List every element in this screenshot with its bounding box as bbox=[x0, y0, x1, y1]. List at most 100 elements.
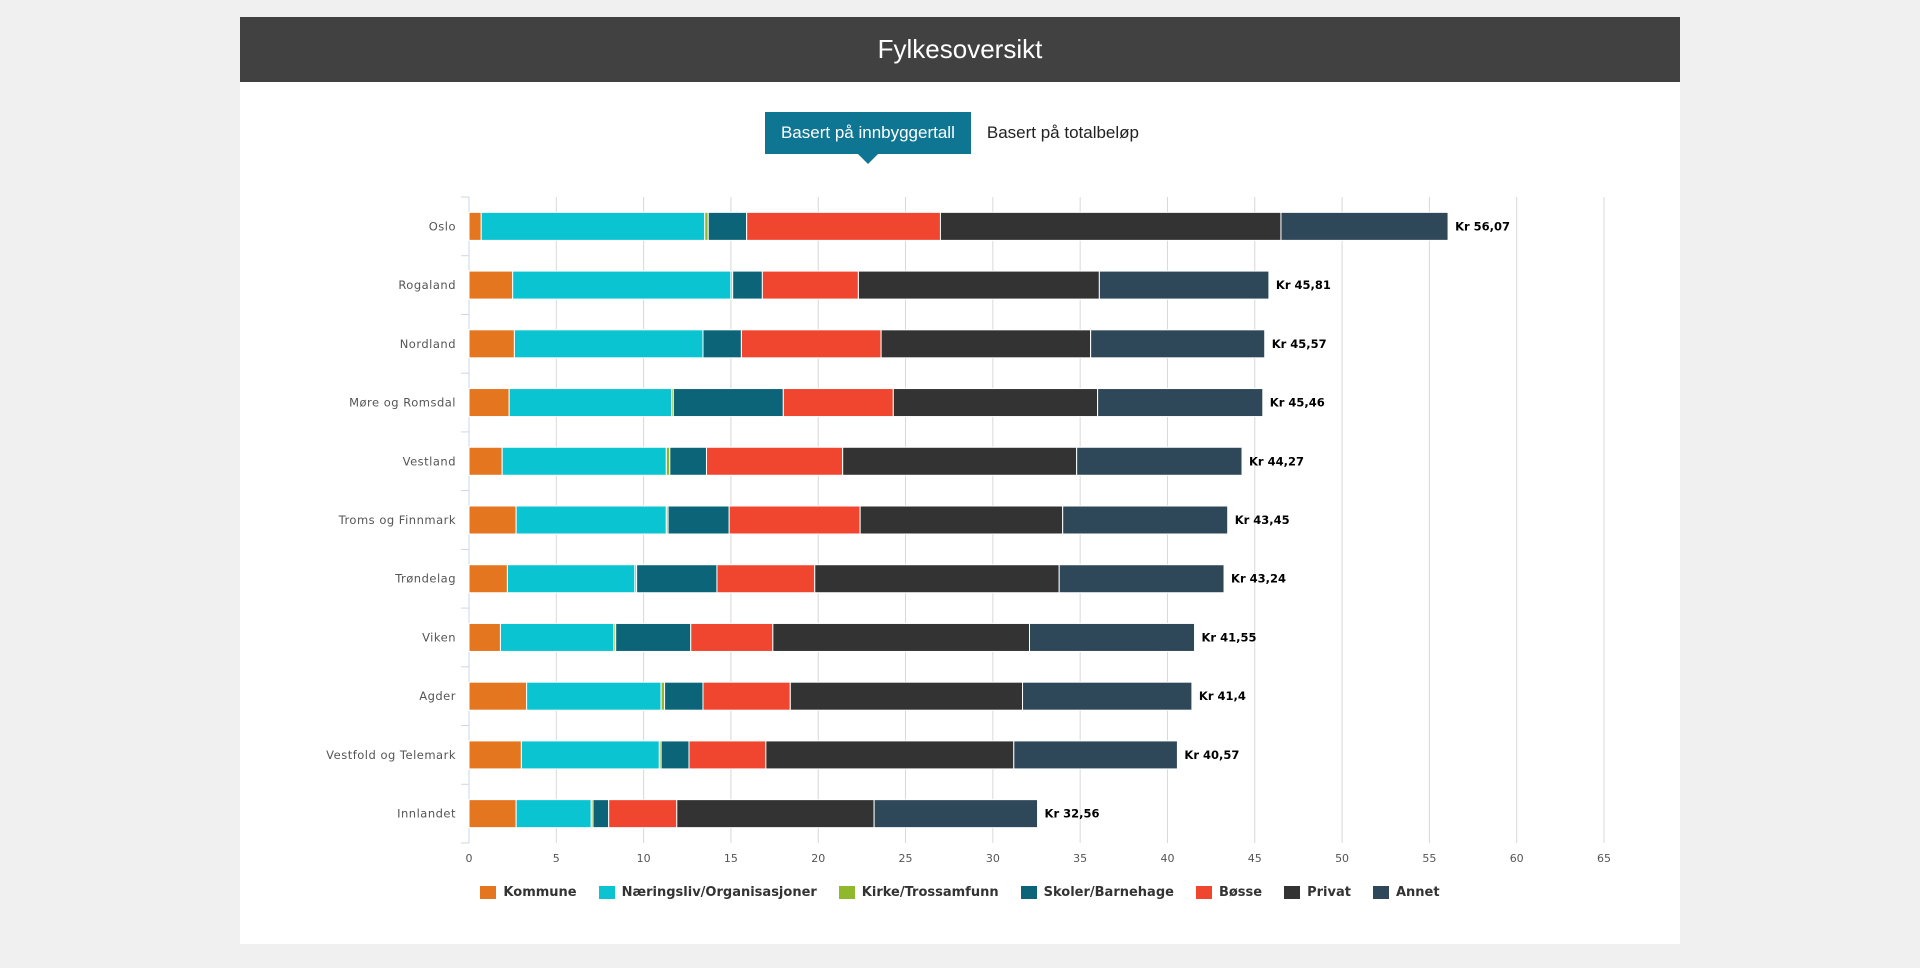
category-label: Rogaland bbox=[398, 278, 456, 292]
bar-segment bbox=[1280, 211, 1449, 241]
legend-item[interactable]: Kirke/Trossamfunn bbox=[838, 885, 999, 900]
bar-segment bbox=[880, 329, 1092, 359]
chart-legend: Kommune Næringsliv/Organisasjoner Kirke/Tr… bbox=[240, 885, 1680, 900]
legend-label: Annet bbox=[1395, 885, 1440, 900]
bar-segment bbox=[1062, 505, 1229, 535]
legend-swatch bbox=[480, 886, 497, 899]
total-data-label: Kr 44,27 bbox=[1249, 454, 1304, 468]
bar-segment bbox=[740, 329, 882, 359]
legend-label: Privat bbox=[1307, 885, 1351, 900]
bar-segment bbox=[857, 270, 1100, 300]
tab-total-amount[interactable]: Basert på totalbeløp bbox=[970, 112, 1156, 154]
bar-segment bbox=[592, 799, 610, 829]
bar-segment bbox=[859, 505, 1064, 535]
legend-item[interactable]: Kommune bbox=[480, 885, 577, 900]
bar-segment bbox=[468, 564, 508, 594]
x-tick-label: 45 bbox=[1248, 852, 1262, 865]
bar-segment bbox=[512, 270, 732, 300]
total-data-label: Kr 40,57 bbox=[1184, 748, 1239, 762]
bar-segment bbox=[704, 211, 709, 241]
stacked-bar-chart: 0 5 10 15 20 25 30 35 40 45 50 55 60 65 Oslo Kr 56,07 Ro… bbox=[326, 196, 1611, 865]
bar-segment bbox=[660, 681, 666, 711]
x-tick-label: 50 bbox=[1335, 852, 1349, 865]
x-tick-label: 5 bbox=[553, 852, 560, 865]
bar-segment bbox=[513, 329, 704, 359]
category-label: Nordland bbox=[400, 337, 456, 351]
total-data-label: Kr 41,55 bbox=[1202, 630, 1257, 644]
category-label: Troms og Finnmark bbox=[338, 513, 456, 527]
category-label: Oslo bbox=[429, 219, 456, 233]
category-label: Innlandet bbox=[397, 807, 456, 821]
bar-segment bbox=[499, 622, 615, 652]
legend-label: Næringsliv/Organisasjoner bbox=[621, 885, 817, 900]
bar-segment bbox=[468, 211, 482, 241]
x-tick-label: 20 bbox=[811, 852, 825, 865]
category-label: Møre og Romsdal bbox=[349, 396, 456, 410]
x-tick-label: 0 bbox=[466, 852, 473, 865]
bar-segment bbox=[1090, 329, 1266, 359]
x-tick-label: 55 bbox=[1422, 852, 1436, 865]
bar-segment bbox=[939, 211, 1282, 241]
bar-segment bbox=[669, 446, 707, 476]
bar-segment bbox=[765, 740, 1015, 770]
legend-item[interactable]: Bøsse bbox=[1195, 885, 1263, 900]
bar-segment bbox=[728, 505, 861, 535]
total-data-label: Kr 45,46 bbox=[1270, 396, 1325, 410]
bar-segment bbox=[1029, 622, 1196, 652]
legend-swatch bbox=[1020, 886, 1037, 899]
legend-label: Skoler/Barnehage bbox=[1043, 885, 1174, 900]
bar-segment bbox=[468, 329, 515, 359]
x-tick-label: 25 bbox=[899, 852, 913, 865]
bar-segment bbox=[515, 505, 667, 535]
bar-segment bbox=[520, 740, 660, 770]
bar-segment bbox=[1098, 270, 1270, 300]
bar-segment bbox=[468, 799, 517, 829]
bar-segment bbox=[501, 446, 667, 476]
legend-item[interactable]: Skoler/Barnehage bbox=[1020, 885, 1174, 900]
category-label: Vestfold og Telemark bbox=[326, 748, 456, 762]
bar-segment bbox=[814, 564, 1060, 594]
bar-segment bbox=[842, 446, 1078, 476]
bar-segment bbox=[761, 270, 859, 300]
bar-segment bbox=[506, 564, 636, 594]
tab-population-based[interactable]: Basert på innbyggertall bbox=[764, 112, 971, 164]
category-label: Vestland bbox=[403, 454, 456, 468]
bar-segment bbox=[707, 211, 748, 241]
bar-segment bbox=[688, 740, 767, 770]
bar-segment bbox=[468, 681, 528, 711]
bar-segment bbox=[468, 270, 514, 300]
x-tick-label: 15 bbox=[724, 852, 738, 865]
total-data-label: Kr 43,24 bbox=[1231, 572, 1286, 586]
legend-swatch bbox=[1195, 886, 1212, 899]
x-tick-label: 35 bbox=[1073, 852, 1087, 865]
legend-swatch bbox=[1284, 886, 1301, 899]
chart-card: Fylkesoversikt Basert på innbyggertall B… bbox=[240, 17, 1680, 944]
bar-segment bbox=[772, 622, 1031, 652]
bar-segment bbox=[508, 388, 673, 418]
legend-swatch bbox=[838, 886, 855, 899]
bar-segment bbox=[702, 681, 791, 711]
bar-segment bbox=[664, 681, 704, 711]
page-header: Fylkesoversikt bbox=[240, 17, 1680, 82]
legend-label: Bøsse bbox=[1218, 885, 1263, 900]
total-data-label: Kr 43,45 bbox=[1235, 513, 1290, 527]
bar-segment bbox=[716, 564, 816, 594]
bar-segment bbox=[608, 799, 678, 829]
legend-item[interactable]: Privat bbox=[1284, 885, 1351, 900]
bar-segment bbox=[746, 211, 941, 241]
x-tick-label: 30 bbox=[986, 852, 1000, 865]
legend-item[interactable]: Annet bbox=[1372, 885, 1440, 900]
bar-segment bbox=[665, 446, 671, 476]
bar-segment bbox=[636, 564, 718, 594]
legend-item[interactable]: Næringsliv/Organisasjoner bbox=[598, 885, 817, 900]
bar-segment bbox=[468, 622, 501, 652]
bar-segment bbox=[690, 622, 774, 652]
bar-segment bbox=[782, 388, 894, 418]
bar-segment bbox=[1013, 740, 1178, 770]
x-tick-label: 10 bbox=[637, 852, 651, 865]
view-tabs: Basert på innbyggertall Basert på totalb… bbox=[240, 112, 1680, 164]
bar-segment bbox=[789, 681, 1024, 711]
bar-segment bbox=[705, 446, 844, 476]
total-data-label: Kr 32,56 bbox=[1045, 807, 1100, 821]
total-data-label: Kr 45,57 bbox=[1272, 337, 1327, 351]
